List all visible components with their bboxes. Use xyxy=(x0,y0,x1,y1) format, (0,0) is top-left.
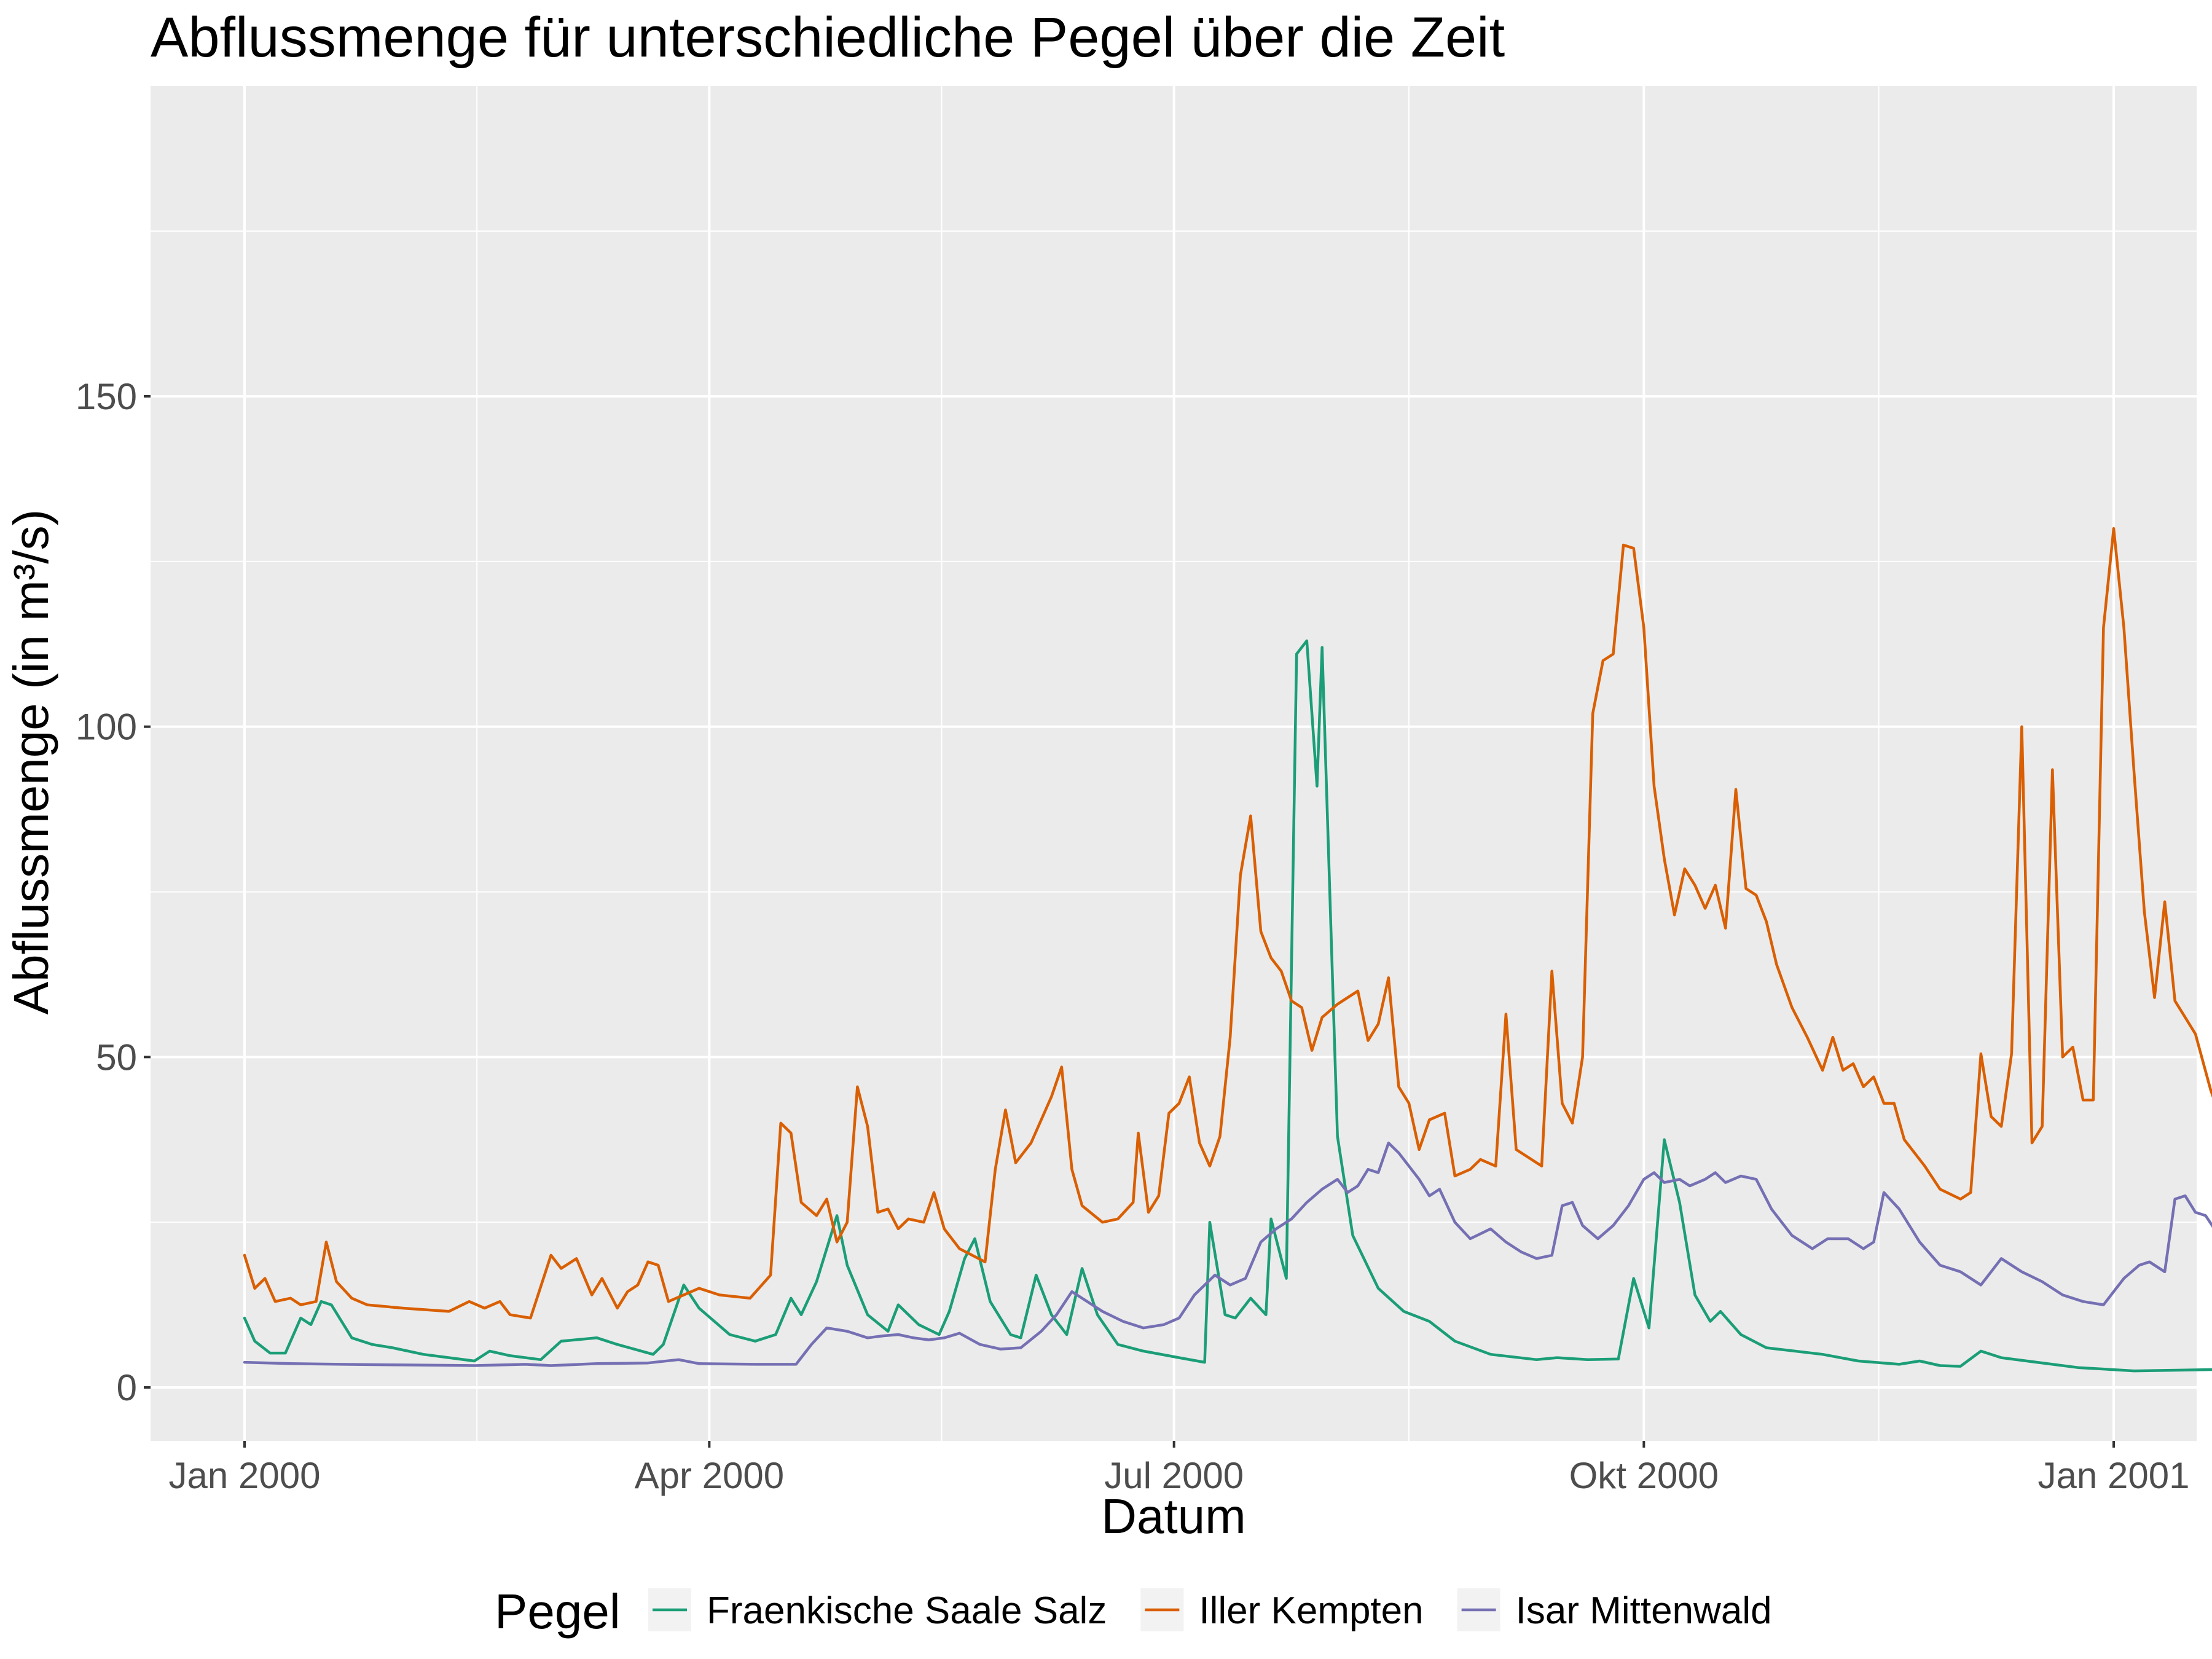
x-tick-label: Apr 2000 xyxy=(635,1455,785,1496)
y-tick-label: 50 xyxy=(96,1037,137,1078)
legend-label: Fraenkische Saale Salz xyxy=(707,1590,1107,1632)
series-line-1 xyxy=(243,639,2212,1373)
y-tick-label: 100 xyxy=(76,707,137,748)
chart-title: Abflussmenge für unterschiedliche Pegel … xyxy=(151,6,1505,69)
legend: Pegel Fraenkische Saale Salz Iller Kempte… xyxy=(495,1584,1772,1639)
x-tick-label: Jan 2001 xyxy=(2038,1455,2190,1496)
series-line-2 xyxy=(243,527,2212,1320)
x-tick-label: Jul 2000 xyxy=(1104,1455,1244,1496)
y-tick-label: 150 xyxy=(76,376,137,417)
x-axis-title: Datum xyxy=(1101,1489,1246,1543)
legend-label: Iller Kempten xyxy=(1199,1590,1423,1632)
x-tick-label: Okt 2000 xyxy=(1569,1455,1719,1496)
x-axis: Jan 2000 Apr 2000 Jul 2000 Okt 2000 Jan 2001 xyxy=(169,1441,2190,1496)
series-line-3 xyxy=(243,1141,2212,1367)
y-tick-label: 0 xyxy=(117,1367,137,1408)
y-axis-title: Abflussmenge (in m³/s) xyxy=(4,509,58,1014)
series-lines xyxy=(243,527,2212,1373)
x-tick-label: Jan 2000 xyxy=(169,1455,321,1496)
major-gridlines xyxy=(151,86,2197,1441)
legend-title: Pegel xyxy=(495,1584,621,1639)
y-axis: 0 50 100 150 xyxy=(76,376,151,1408)
legend-label: Isar Mittenwald xyxy=(1516,1590,1772,1632)
